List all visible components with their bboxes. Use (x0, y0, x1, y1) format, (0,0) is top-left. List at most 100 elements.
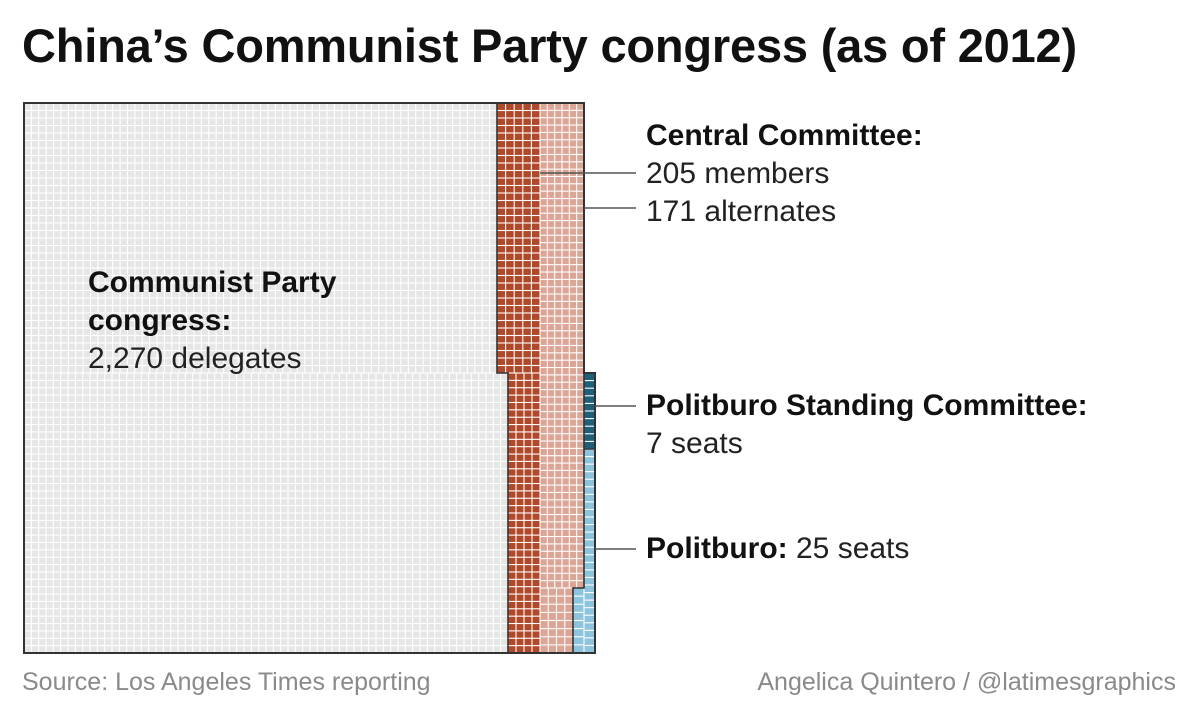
congress-block-square (413, 624, 420, 631)
congress-block-square (216, 246, 223, 253)
congress-block-square (141, 417, 149, 425)
congress-block-square (342, 208, 349, 215)
congress-block-square (200, 594, 207, 601)
congress-block-square (391, 557, 398, 565)
congress-block-square (347, 417, 354, 425)
congress-block-square (490, 156, 497, 163)
congress-block-square (420, 395, 427, 402)
congress-block-square (290, 283, 297, 290)
congress-block-square (157, 313, 164, 320)
congress-block-square (261, 328, 268, 335)
congress-block-square (442, 484, 449, 491)
congress-block-square (149, 550, 156, 557)
congress-block-square (438, 208, 445, 215)
congress-block-square (479, 498, 486, 506)
congress-block-square (317, 594, 325, 601)
congress-block-square (157, 126, 164, 133)
congress-block-square (493, 454, 501, 461)
congress-block-square (371, 208, 379, 215)
congress-block-square (31, 343, 39, 350)
congress-block-square (449, 594, 457, 601)
congress-block-square (149, 565, 156, 572)
congress-block-square (134, 454, 141, 461)
congress-block-square (61, 321, 68, 328)
congress-block-square (288, 579, 295, 587)
congress-block-square (268, 126, 275, 133)
congress-block-square (224, 366, 231, 373)
congress-block-square (141, 410, 149, 417)
congress-block-square (54, 238, 61, 245)
congress-block-square (31, 601, 39, 609)
congress-block-square (149, 491, 156, 498)
congress-block-square (312, 246, 320, 253)
congress-block-square (369, 572, 376, 579)
congress-block-square (479, 646, 486, 653)
congress-block-square (376, 388, 383, 395)
congress-block-square (253, 171, 260, 178)
congress-block-square (201, 261, 209, 268)
congress-block-square (253, 231, 260, 238)
congress-block-square (113, 111, 120, 118)
congress-block-square (420, 410, 427, 417)
congress-block-square (354, 631, 361, 638)
congress-block-square (229, 638, 237, 646)
congress-block-square (224, 118, 231, 125)
congress-block-square (364, 148, 371, 155)
congress-block-square (24, 163, 31, 170)
congress-block-square (200, 395, 207, 402)
congress-block-square (339, 513, 347, 520)
congress-block-square (475, 223, 482, 230)
central-members-block-square (531, 306, 540, 313)
congress-block-square (398, 403, 405, 410)
congress-block-square (119, 417, 127, 425)
congress-block-square (24, 520, 31, 528)
congress-block-square (215, 565, 222, 572)
congress-block-square (325, 439, 332, 447)
congress-block-square (127, 395, 134, 402)
congress-block-square (112, 498, 119, 506)
congress-block-square (194, 291, 201, 298)
congress-block-square (479, 520, 486, 528)
congress-block-square (493, 513, 501, 520)
congress-block-square (288, 646, 295, 653)
congress-block-square (185, 388, 193, 395)
congress-block-square (357, 283, 364, 290)
congress-block-square (475, 171, 482, 178)
congress-block-square (200, 535, 207, 542)
congress-block-square (187, 298, 194, 305)
congress-block-square (479, 403, 486, 410)
congress-block-square (135, 351, 142, 358)
congress-block-square (68, 380, 75, 388)
congress-block-square (105, 579, 112, 587)
congress-block-square (361, 579, 369, 587)
congress-block-square (200, 528, 207, 535)
congress-block-square (317, 572, 325, 579)
congress-block-square (490, 343, 497, 350)
congress-block-square (420, 373, 427, 380)
congress-block-square (39, 238, 46, 245)
congress-block-square (127, 624, 134, 631)
congress-block-square (261, 118, 268, 125)
congress-block-square (354, 388, 361, 395)
congress-block-square (187, 231, 194, 238)
congress-block-square (113, 261, 120, 268)
congress-block-square (231, 358, 238, 365)
congress-block-square (46, 246, 54, 253)
congress-block-square (438, 216, 445, 223)
congress-block-square (295, 498, 303, 506)
congress-block-square (216, 133, 223, 140)
congress-block-square (460, 216, 467, 223)
congress-block-square (486, 410, 493, 417)
congress-block-square (383, 638, 391, 646)
congress-block-square (24, 572, 31, 579)
congress-block-square (24, 201, 31, 208)
congress-block-square (479, 631, 486, 638)
congress-block-square (209, 261, 216, 268)
congress-block-square (215, 601, 222, 609)
congress-block-square (449, 425, 457, 432)
congress-block-square (246, 298, 253, 305)
congress-block-square (303, 638, 310, 646)
congress-block-square (171, 373, 178, 380)
congress-block-square (185, 454, 193, 461)
congress-block-square (150, 178, 157, 185)
